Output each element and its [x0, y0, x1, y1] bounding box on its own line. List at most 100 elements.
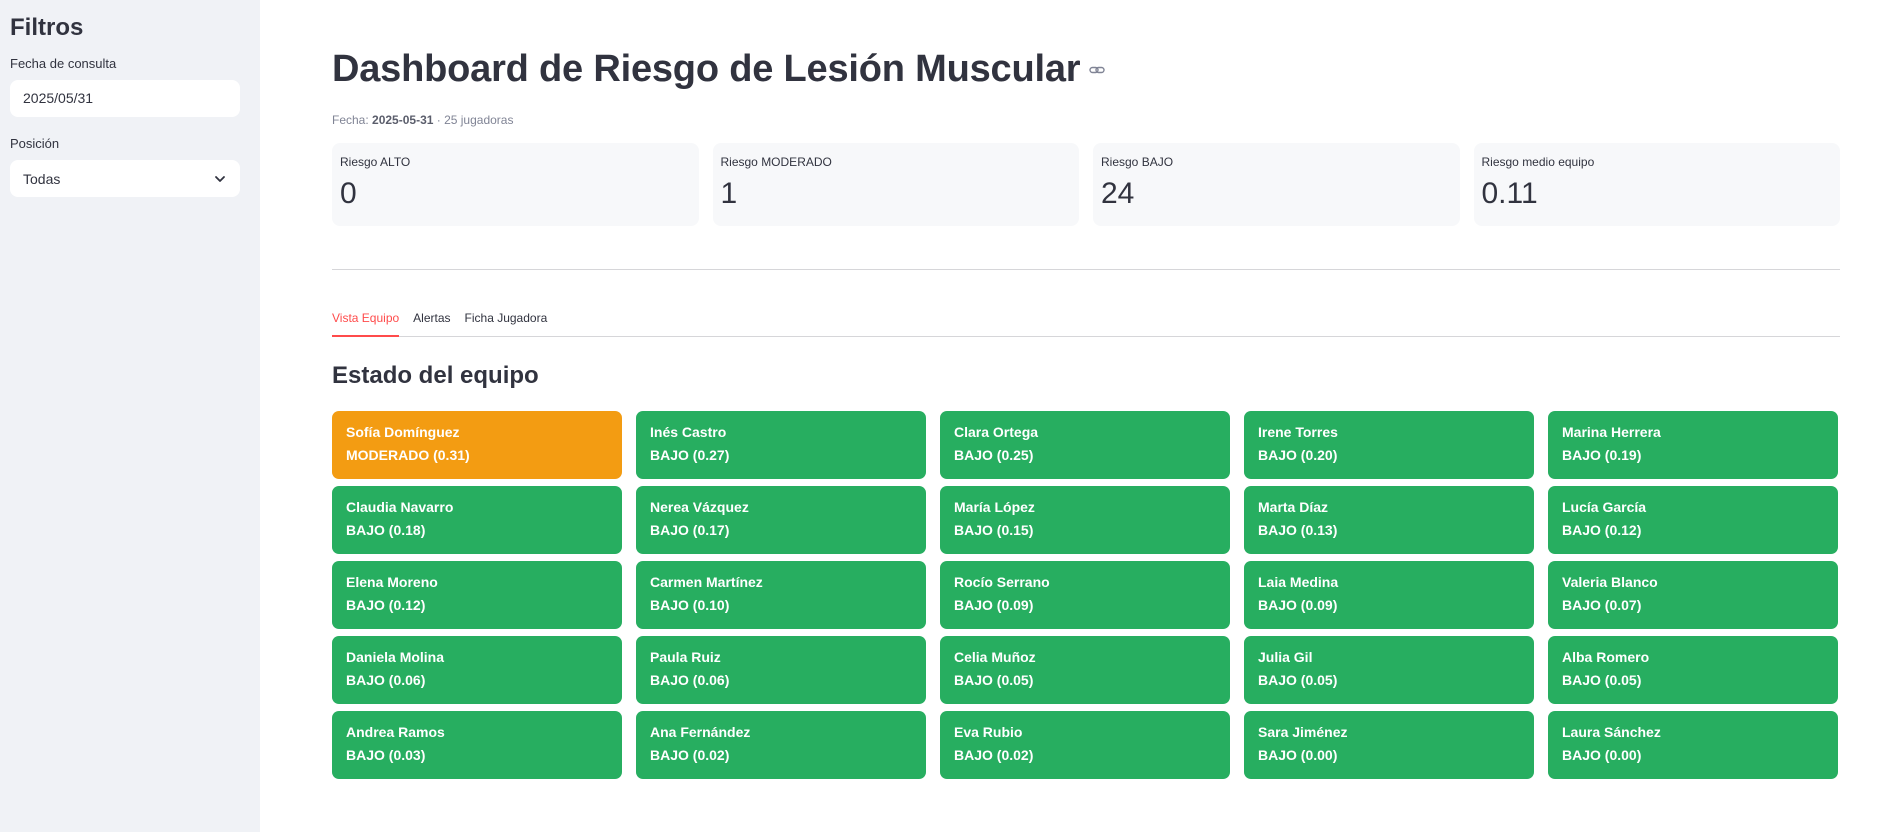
player-name: Laura Sánchez [1562, 724, 1661, 740]
player-name: Irene Torres [1258, 424, 1338, 440]
subtitle-prefix: Fecha: [332, 113, 373, 127]
player-name: Andrea Ramos [346, 724, 445, 740]
player-name: Nerea Vázquez [650, 499, 749, 515]
player-risk: BAJO (0.18) [346, 522, 426, 538]
position-select-value: Todas [23, 170, 61, 187]
player-card: Elena Moreno BAJO (0.12) [332, 561, 622, 629]
tab-ficha-jugadora[interactable]: Ficha Jugadora [464, 311, 548, 325]
page-title: Dashboard de Riesgo de Lesión Muscular [332, 48, 1081, 90]
player-risk: BAJO (0.05) [1258, 672, 1338, 688]
player-card: Celia Muñoz BAJO (0.05) [940, 636, 1230, 704]
title-row: Dashboard de Riesgo de Lesión Muscular [332, 48, 1106, 91]
player-risk: BAJO (0.27) [650, 447, 730, 463]
player-name: Inés Castro [650, 424, 727, 440]
player-card: Sara Jiménez BAJO (0.00) [1244, 711, 1534, 779]
metric-label: Riesgo ALTO [340, 155, 411, 169]
player-risk: BAJO (0.00) [1562, 747, 1642, 763]
metric-riesgo-medio: Riesgo medio equipo 0.11 [1473, 143, 1840, 226]
player-card: Marta Díaz BAJO (0.13) [1244, 486, 1534, 554]
player-card: Marina Herrera BAJO (0.19) [1548, 411, 1838, 479]
player-card: Laura Sánchez BAJO (0.00) [1548, 711, 1838, 779]
player-risk: BAJO (0.09) [1258, 597, 1338, 613]
player-name: Carmen Martínez [650, 574, 763, 590]
player-risk: BAJO (0.02) [650, 747, 730, 763]
metric-value: 0.11 [1481, 177, 1538, 210]
chevron-down-icon [215, 175, 225, 182]
player-risk: BAJO (0.00) [1258, 747, 1338, 763]
player-risk: BAJO (0.06) [346, 672, 426, 688]
player-risk: BAJO (0.15) [954, 522, 1034, 538]
subtitle-date: 2025-05-31 [372, 113, 434, 127]
player-risk: BAJO (0.05) [954, 672, 1034, 688]
player-card: Rocío Serrano BAJO (0.09) [940, 561, 1230, 629]
player-risk: BAJO (0.03) [346, 747, 426, 763]
date-label: Fecha de consulta [10, 56, 117, 71]
player-name: Clara Ortega [954, 424, 1039, 440]
player-risk: BAJO (0.10) [650, 597, 730, 613]
player-card: Paula Ruiz BAJO (0.06) [636, 636, 926, 704]
player-name: Marta Díaz [1258, 499, 1329, 515]
player-name: Ana Fernández [650, 724, 751, 740]
player-name: Sofía Domínguez [346, 424, 460, 440]
player-name: Eva Rubio [954, 724, 1023, 740]
player-name: Elena Moreno [346, 574, 438, 590]
player-risk: BAJO (0.06) [650, 672, 730, 688]
tab-bar: Vista Equipo Alertas Ficha Jugadora [332, 309, 1840, 337]
player-card: Julia Gil BAJO (0.05) [1244, 636, 1534, 704]
player-card: Claudia Navarro BAJO (0.18) [332, 486, 622, 554]
player-risk: BAJO (0.05) [1562, 672, 1642, 688]
player-risk: BAJO (0.09) [954, 597, 1034, 613]
sidebar-title: Filtros [10, 14, 84, 41]
player-name: Laia Medina [1258, 574, 1339, 590]
metric-label: Riesgo medio equipo [1481, 155, 1595, 169]
player-card: Valeria Blanco BAJO (0.07) [1548, 561, 1838, 629]
subtitle-count: · 25 jugadoras [433, 113, 514, 127]
player-card: María López BAJO (0.15) [940, 486, 1230, 554]
player-name: Valeria Blanco [1562, 574, 1658, 590]
tab-vista-equipo[interactable]: Vista Equipo [332, 309, 400, 337]
position-select[interactable]: Todas [10, 160, 240, 197]
player-card: Carmen Martínez BAJO (0.10) [636, 561, 926, 629]
player-name: Paula Ruiz [650, 649, 721, 665]
player-name: María López [954, 499, 1035, 515]
player-name: Celia Muñoz [954, 649, 1036, 665]
player-name: Sara Jiménez [1258, 724, 1348, 740]
player-card: Alba Romero BAJO (0.05) [1548, 636, 1838, 704]
player-name: Claudia Navarro [346, 499, 454, 515]
player-card: Sofía Domínguez MODERADO (0.31) [332, 411, 622, 479]
player-card: Ana Fernández BAJO (0.02) [636, 711, 926, 779]
player-name: Rocío Serrano [954, 574, 1050, 590]
player-risk: BAJO (0.12) [346, 597, 426, 613]
player-risk: BAJO (0.25) [954, 447, 1034, 463]
player-risk: BAJO (0.20) [1258, 447, 1338, 463]
player-card: Inés Castro BAJO (0.27) [636, 411, 926, 479]
metric-riesgo-moderado: Riesgo MODERADO 1 [712, 143, 1079, 226]
page-subtitle: Fecha: 2025-05-31 · 25 jugadoras [332, 113, 513, 127]
player-risk: BAJO (0.17) [650, 522, 730, 538]
sidebar: Filtros Fecha de consulta 2025/05/31 Pos… [0, 0, 260, 832]
metric-value: 0 [340, 177, 357, 210]
player-card: Clara Ortega BAJO (0.25) [940, 411, 1230, 479]
player-name: Daniela Molina [346, 649, 445, 665]
link-icon[interactable] [1088, 61, 1106, 79]
tab-alertas[interactable]: Alertas [413, 311, 451, 325]
player-card: Andrea Ramos BAJO (0.03) [332, 711, 622, 779]
player-name: Alba Romero [1562, 649, 1650, 665]
player-risk: BAJO (0.02) [954, 747, 1034, 763]
date-input[interactable]: 2025/05/31 [10, 80, 240, 117]
player-risk: BAJO (0.07) [1562, 597, 1642, 613]
player-name: Marina Herrera [1562, 424, 1661, 440]
player-card: Daniela Molina BAJO (0.06) [332, 636, 622, 704]
player-risk: BAJO (0.19) [1562, 447, 1642, 463]
metric-label: Riesgo BAJO [1101, 155, 1174, 169]
section-title: Estado del equipo [332, 362, 539, 389]
divider [332, 269, 1840, 270]
metric-riesgo-bajo: Riesgo BAJO 24 [1093, 143, 1460, 226]
player-grid: Sofía Domínguez MODERADO (0.31) Inés Castr… [332, 411, 1840, 779]
metric-label: Riesgo MODERADO [720, 155, 832, 169]
player-card: Lucía García BAJO (0.12) [1548, 486, 1838, 554]
player-risk: MODERADO (0.31) [346, 447, 470, 463]
player-card: Irene Torres BAJO (0.20) [1244, 411, 1534, 479]
player-card: Eva Rubio BAJO (0.02) [940, 711, 1230, 779]
metric-value: 24 [1101, 177, 1135, 210]
